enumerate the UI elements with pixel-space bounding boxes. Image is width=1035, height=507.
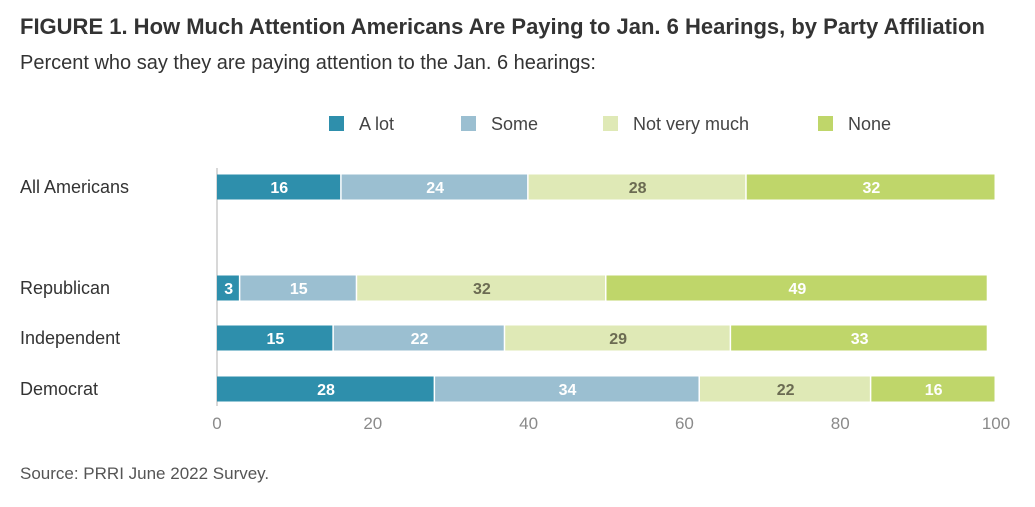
legend-label-none: None bbox=[848, 114, 891, 134]
bar-segment-democrat-a-lot bbox=[217, 376, 434, 402]
legend-swatch-some bbox=[461, 116, 476, 131]
legend: A lot Some Not very much None bbox=[329, 114, 891, 134]
data-label-all-americans-not-very-much: 28 bbox=[629, 180, 647, 197]
row-label-democrat: Democrat bbox=[20, 379, 98, 399]
bar-segment-independent-not-very-much bbox=[505, 325, 730, 351]
data-label-democrat-none: 16 bbox=[925, 382, 943, 399]
bar-segment-all-americans-none bbox=[746, 174, 995, 200]
row-label-independent: Independent bbox=[20, 328, 120, 348]
data-label-independent-not-very-much: 29 bbox=[609, 331, 627, 348]
bar-segment-democrat-none bbox=[871, 376, 995, 402]
bar-segment-republican-some bbox=[240, 275, 356, 301]
x-tick-label-80: 80 bbox=[831, 414, 850, 433]
legend-label-some: Some bbox=[491, 114, 538, 134]
row-label-republican: Republican bbox=[20, 278, 110, 298]
x-tick-label-0: 0 bbox=[212, 414, 221, 433]
data-label-democrat-some: 34 bbox=[559, 382, 577, 399]
legend-label-a-lot: A lot bbox=[359, 114, 394, 134]
x-tick-label-100: 100 bbox=[982, 414, 1010, 433]
source-note: Source: PRRI June 2022 Survey. bbox=[20, 464, 270, 483]
data-label-all-americans-some: 24 bbox=[426, 180, 444, 197]
stacked-bar-chart: A lot Some Not very much None All Americans… bbox=[20, 114, 1010, 433]
data-label-republican-a-lot: 3 bbox=[224, 281, 233, 298]
bars-group: All Americans 16 24 28 32 Republican 3 15 32 49 In… bbox=[20, 174, 995, 402]
data-label-democrat-not-very-much: 22 bbox=[777, 382, 795, 399]
chart-subtitle: Percent who say they are paying attentio… bbox=[20, 52, 596, 74]
x-tick-label-20: 20 bbox=[363, 414, 382, 433]
row-label-all-americans: All Americans bbox=[20, 177, 129, 197]
x-tick-label-60: 60 bbox=[675, 414, 694, 433]
x-axis-ticks: 0 20 40 60 80 100 bbox=[212, 414, 1010, 433]
legend-swatch-none bbox=[818, 116, 833, 131]
bar-segment-all-americans-not-very-much bbox=[528, 174, 746, 200]
data-label-democrat-a-lot: 28 bbox=[317, 382, 335, 399]
data-label-republican-some: 15 bbox=[290, 281, 308, 298]
bar-segment-republican-not-very-much bbox=[357, 275, 605, 301]
data-label-independent-some: 22 bbox=[411, 331, 429, 348]
bar-segment-all-americans-some bbox=[341, 174, 528, 200]
data-label-all-americans-a-lot: 16 bbox=[270, 180, 288, 197]
data-label-republican-not-very-much: 32 bbox=[473, 281, 491, 298]
legend-label-not-very-much: Not very much bbox=[633, 114, 749, 134]
bar-segment-independent-some bbox=[333, 325, 504, 351]
bar-segment-independent-a-lot bbox=[217, 325, 333, 351]
bar-segment-democrat-some bbox=[435, 376, 699, 402]
data-label-independent-a-lot: 15 bbox=[267, 331, 285, 348]
legend-swatch-a-lot bbox=[329, 116, 344, 131]
chart-title: FIGURE 1. How Much Attention Americans A… bbox=[20, 14, 985, 39]
bar-segment-all-americans-a-lot bbox=[217, 174, 341, 200]
bar-segment-republican-none bbox=[606, 275, 987, 301]
legend-swatch-not-very-much bbox=[603, 116, 618, 131]
x-tick-label-40: 40 bbox=[519, 414, 538, 433]
data-label-independent-none: 33 bbox=[851, 331, 869, 348]
bar-segment-democrat-not-very-much bbox=[699, 376, 870, 402]
data-label-republican-none: 49 bbox=[788, 281, 806, 298]
data-label-all-americans-none: 32 bbox=[862, 180, 880, 197]
bar-segment-republican-a-lot bbox=[217, 275, 239, 301]
bar-segment-independent-none bbox=[731, 325, 987, 351]
